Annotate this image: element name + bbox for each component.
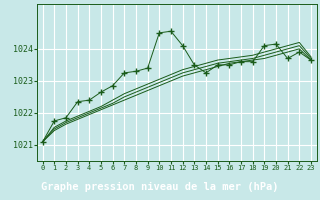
Text: Graphe pression niveau de la mer (hPa): Graphe pression niveau de la mer (hPa) <box>41 182 279 192</box>
